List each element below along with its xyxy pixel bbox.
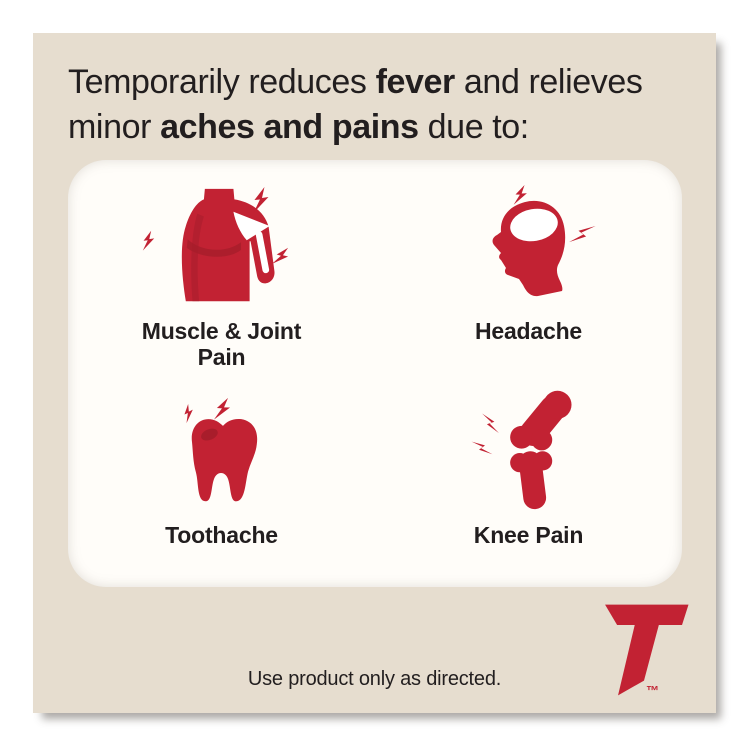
symptom-cell-muscle-joint-pain: Muscle & Joint Pain: [68, 174, 375, 378]
muscle-joint-pain-icon: [142, 187, 288, 302]
header-bold-aches-pains: aches and pains: [160, 108, 419, 146]
footer-directions-text: Use product only as directed.: [247, 668, 502, 690]
header-segment: due to:: [418, 108, 530, 146]
trademark-symbol: ™: [646, 683, 659, 698]
headache-icon: [492, 185, 596, 297]
brand-logo: ™: [596, 599, 692, 701]
symptom-label: Muscle & Joint Pain: [141, 318, 302, 371]
icon-container: [464, 388, 594, 510]
header-segment: Temporarily reduces: [68, 63, 376, 101]
icon-container: [163, 388, 281, 510]
header-text: Temporarily reduces fever and relieves m…: [68, 60, 643, 150]
symptom-cell-toothache: Toothache: [68, 378, 375, 582]
product-info-panel: Temporarily reduces fever and relieves m…: [33, 33, 716, 713]
symptoms-card: Muscle & Joint Pain Headache: [68, 160, 682, 587]
symptom-label: Toothache: [165, 521, 278, 548]
toothache-icon: [183, 397, 257, 501]
icon-container: [142, 184, 302, 306]
header-segment: minor: [68, 108, 161, 146]
icon-container: [459, 184, 599, 306]
header-line-2: minor aches and pains due to:: [68, 105, 642, 150]
knee-pain-icon: [471, 390, 572, 509]
symptom-cell-knee-pain: Knee Pain: [375, 378, 682, 582]
symptom-label: Headache: [474, 318, 583, 344]
header-segment: and relieves: [454, 63, 643, 101]
symptom-label: Knee Pain: [473, 521, 584, 548]
tylenol-t-logo-icon: [605, 604, 689, 696]
header-bold-fever: fever: [375, 63, 456, 101]
symptom-cell-headache: Headache: [375, 174, 682, 378]
header-line-1: Temporarily reduces fever and relieves: [68, 60, 643, 105]
